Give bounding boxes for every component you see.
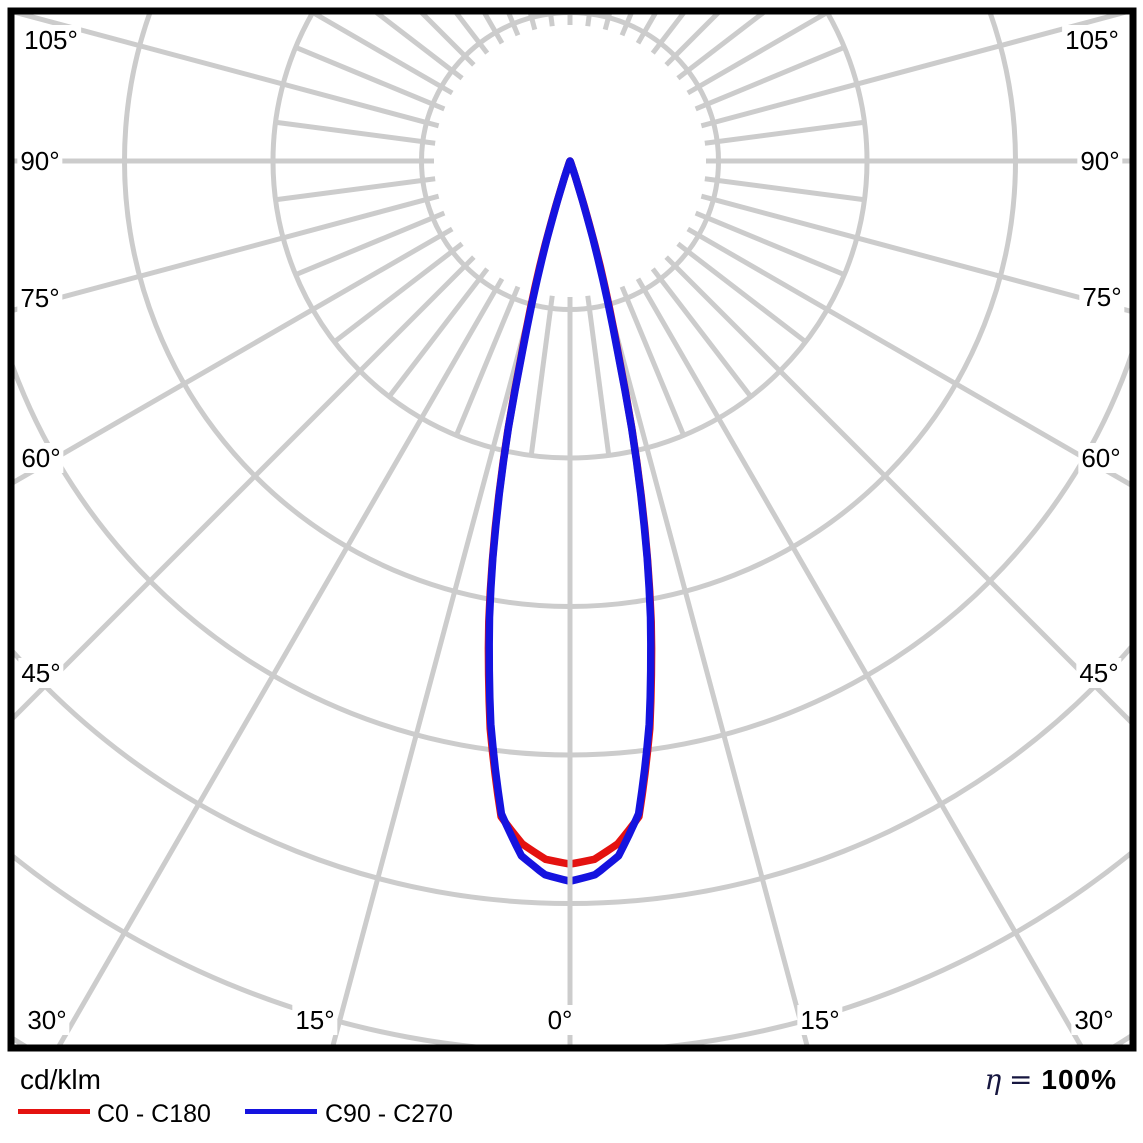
minor-spoke-line xyxy=(294,210,446,277)
major-spoke-line xyxy=(13,13,440,129)
minor-spoke-line xyxy=(294,45,446,112)
angle-label: 0° xyxy=(544,1005,576,1035)
angle-label: 30° xyxy=(24,1005,70,1035)
major-spoke-line xyxy=(13,226,454,486)
major-spoke-line xyxy=(686,226,1130,488)
angle-label: 45° xyxy=(1076,658,1122,688)
minor-spoke-line xyxy=(650,13,687,55)
angle-label: 105° xyxy=(21,25,81,55)
eta-value: 100% xyxy=(1041,1064,1117,1095)
minor-spoke-line xyxy=(418,13,476,67)
minor-spoke-line xyxy=(650,267,753,399)
angle-label: 90° xyxy=(17,146,63,176)
legend-label-c90-c270: C90 - C270 xyxy=(325,1100,453,1128)
angle-label: 15° xyxy=(292,1005,338,1035)
minor-spoke-line xyxy=(332,241,464,344)
legend-line-c90-c270 xyxy=(245,1109,317,1114)
minor-spoke-line xyxy=(694,45,846,112)
minor-spoke-line xyxy=(694,210,846,277)
minor-spoke-line xyxy=(528,295,555,456)
minor-spoke-line xyxy=(387,267,490,399)
minor-spoke-line xyxy=(619,285,686,437)
minor-spoke-line xyxy=(275,176,436,203)
major-spoke-line xyxy=(700,193,1130,314)
minor-spoke-line xyxy=(275,119,436,146)
angle-label: 60° xyxy=(1078,443,1124,473)
major-spoke-line xyxy=(13,255,476,722)
plot-border xyxy=(7,7,1137,1052)
minor-spoke-line xyxy=(481,13,505,45)
angle-label: 30° xyxy=(1071,1005,1117,1035)
minor-spoke-line xyxy=(454,285,521,437)
legend-line-c0-c180 xyxy=(18,1109,90,1114)
minor-spoke-line xyxy=(676,241,808,344)
major-spoke-line xyxy=(13,193,440,313)
minor-spoke-line xyxy=(676,13,767,81)
minor-spoke-line xyxy=(453,13,490,55)
minor-spoke-line xyxy=(585,295,612,456)
angle-label: 105° xyxy=(1062,25,1122,55)
legend-label-c0-c180: C0 - C180 xyxy=(97,1100,211,1128)
major-spoke-line xyxy=(330,291,538,1045)
unit-label: cd/klm xyxy=(20,1064,101,1095)
major-spoke-line xyxy=(56,277,505,1045)
minor-spoke-line xyxy=(311,13,454,96)
major-spoke-line xyxy=(635,277,1084,1045)
major-spoke-line xyxy=(664,255,1130,725)
minor-spoke-line xyxy=(686,13,829,96)
angle-label: 90° xyxy=(1077,146,1123,176)
eta-equals: = xyxy=(1009,1063,1033,1096)
minor-spoke-line xyxy=(635,13,659,45)
angle-label: 75° xyxy=(1079,282,1125,312)
minor-spoke-line xyxy=(704,119,865,146)
efficiency-readout: η = 100% xyxy=(984,1063,1117,1096)
major-spoke-line xyxy=(700,13,1130,129)
minor-spoke-line xyxy=(664,13,722,67)
angle-label: 15° xyxy=(797,1005,843,1035)
eta-symbol: η xyxy=(984,1063,1002,1096)
angle-label: 75° xyxy=(17,283,63,313)
minor-spoke-line xyxy=(373,13,464,81)
angle-label: 60° xyxy=(18,443,64,473)
minor-spoke-line xyxy=(704,176,865,203)
major-spoke-line xyxy=(602,291,810,1045)
angle-label: 45° xyxy=(18,658,64,688)
